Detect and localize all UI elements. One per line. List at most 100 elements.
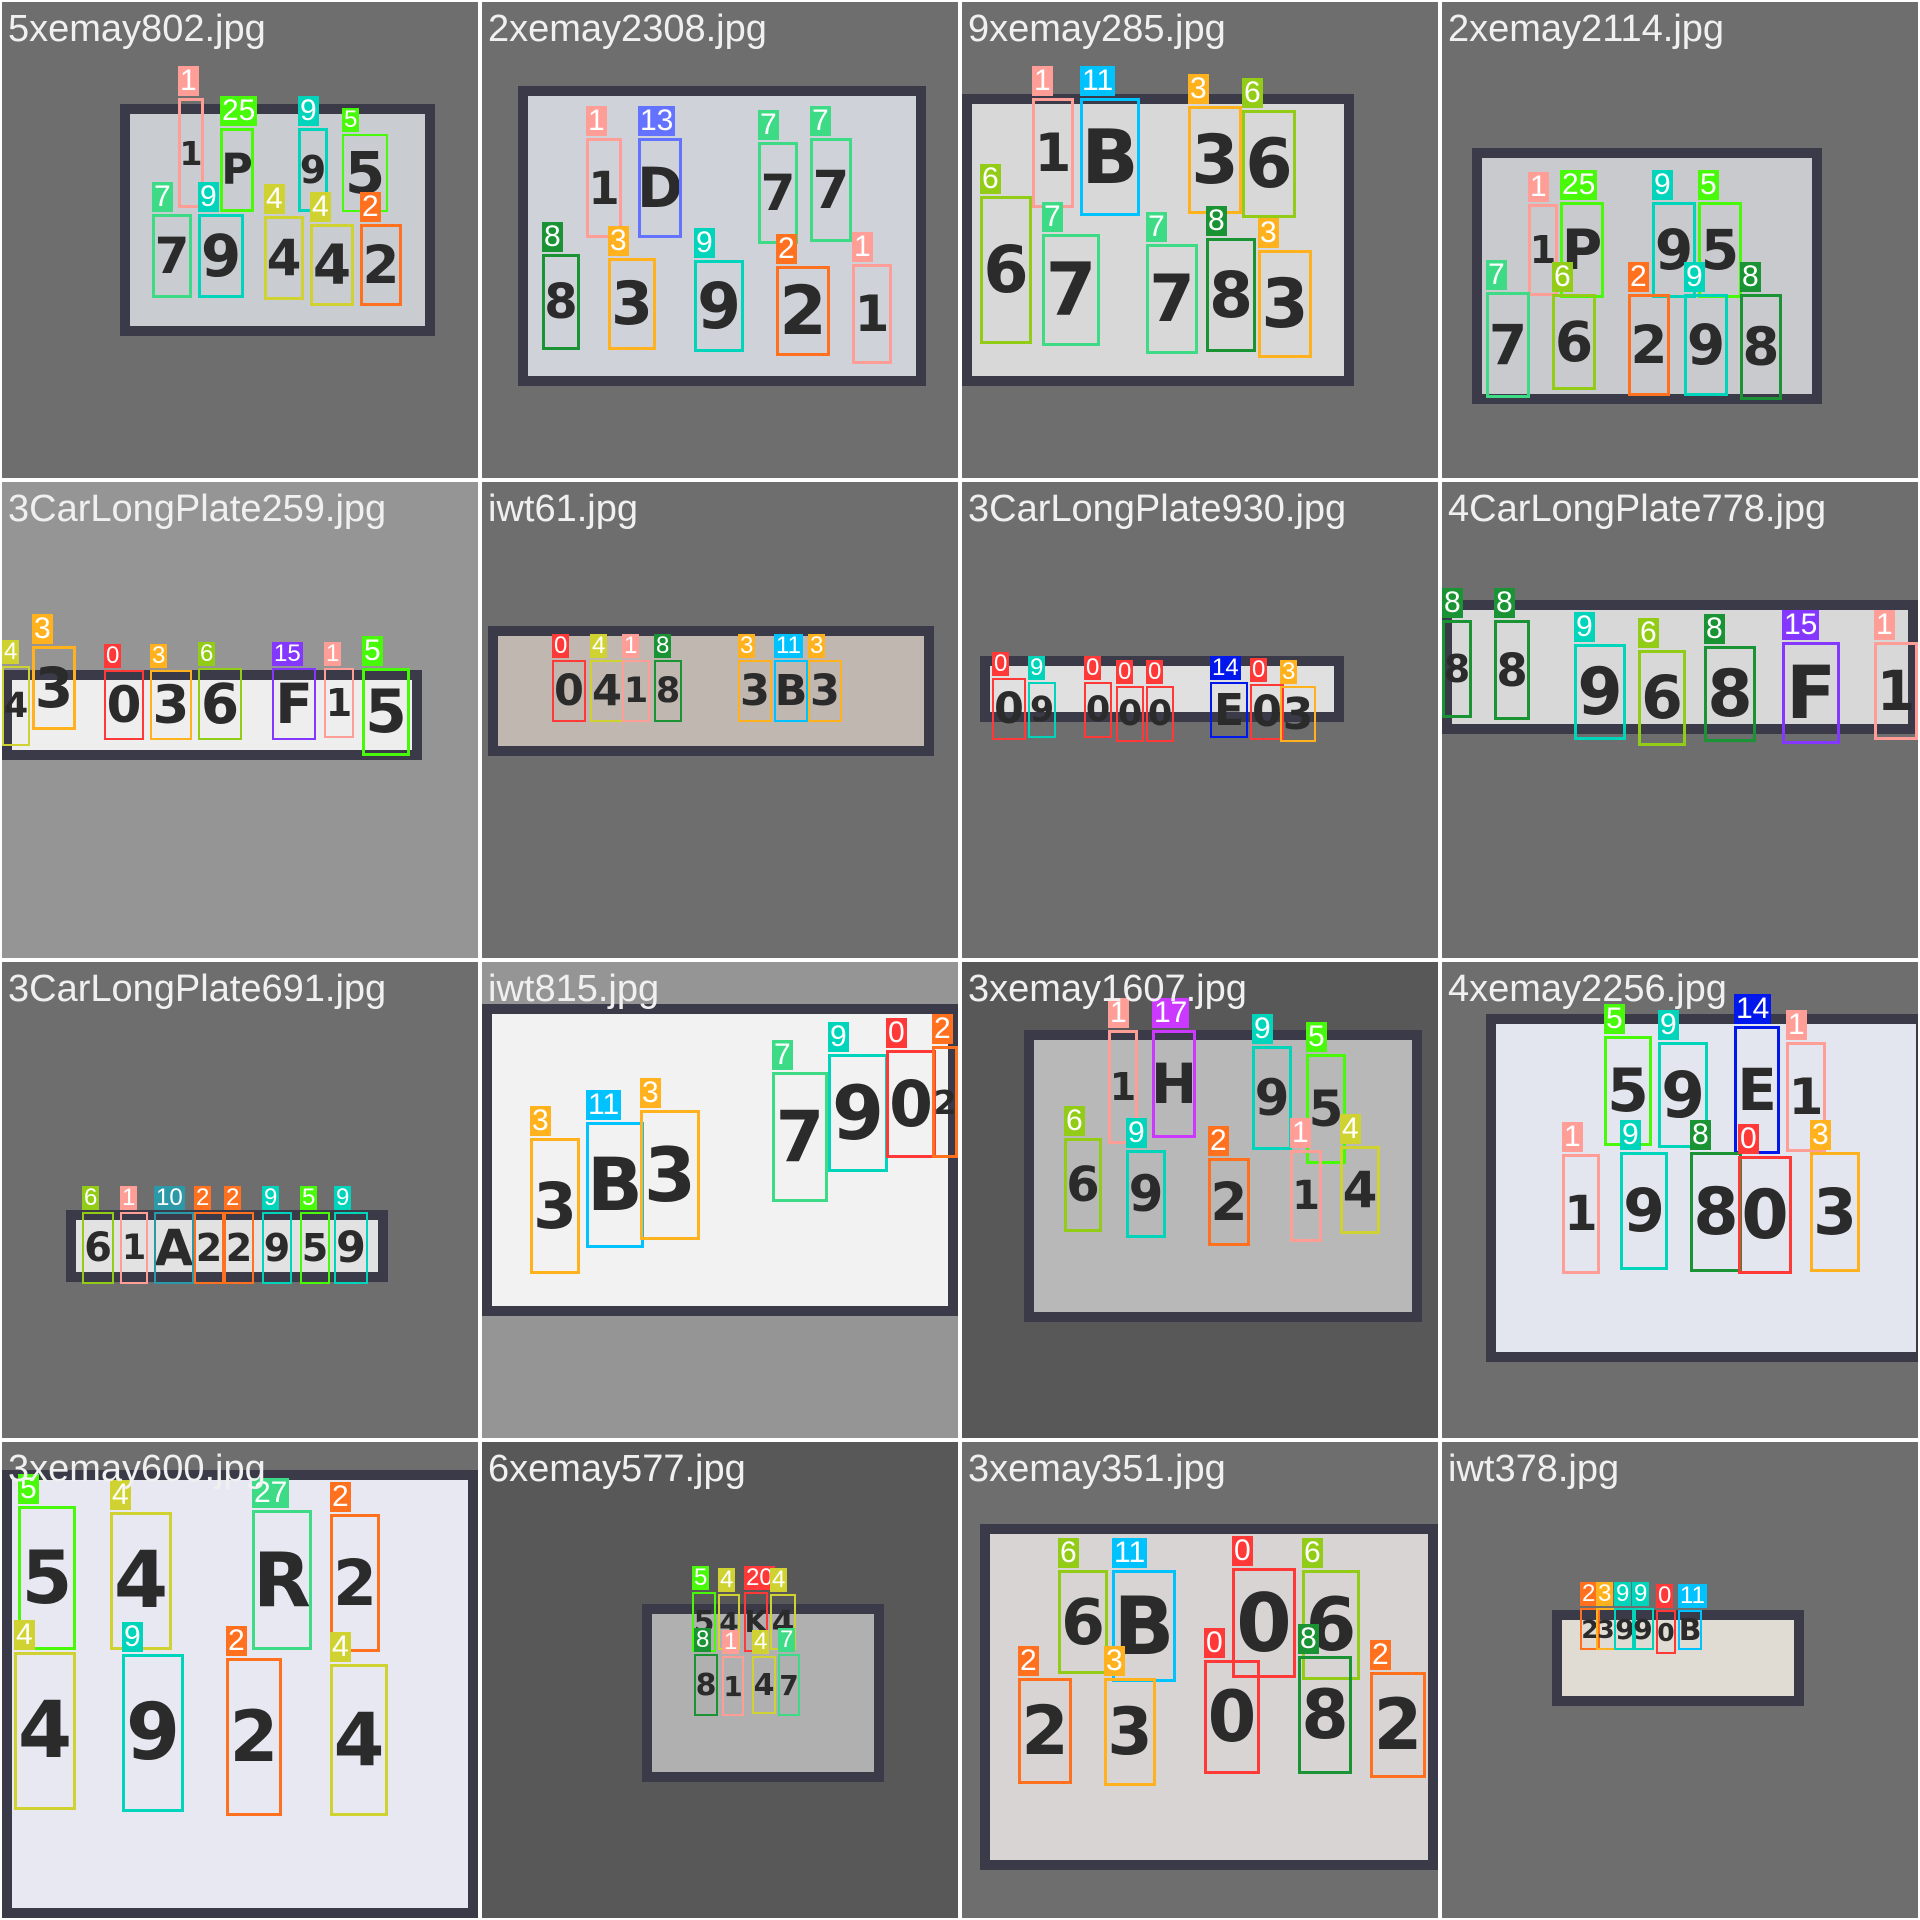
class-label: 2 [1018, 1644, 1039, 1677]
plate-character: B [774, 666, 808, 716]
class-label: 4 [310, 190, 331, 223]
class-label: 5 [1604, 1002, 1625, 1035]
bounding-box [1146, 244, 1198, 354]
bounding-box [1208, 1158, 1250, 1246]
class-label: 17 [1152, 996, 1190, 1029]
plate-character: 7 [775, 1096, 825, 1178]
class-label: 5 [1306, 1020, 1327, 1053]
plate-character: 9 [1577, 654, 1623, 730]
plate-character: 3 [1282, 688, 1314, 740]
class-label: 4 [590, 632, 608, 659]
class-label: 8 [1704, 612, 1725, 645]
class-label: 0 [1250, 656, 1268, 683]
class-label: 9 [1632, 1580, 1650, 1607]
bounding-box [1494, 620, 1530, 720]
bounding-box [18, 1506, 76, 1650]
class-label: 2 [1628, 260, 1649, 293]
class-label: 8 [1494, 586, 1515, 619]
image-tile: 0 0 9 9 0 0 0 0 0 0 E 14 0 0 3 3 3CarLongPlate930.jpg [962, 482, 1438, 958]
bounding-box [1232, 1568, 1296, 1678]
bounding-box [852, 264, 892, 364]
class-label: 7 [772, 1038, 793, 1071]
class-label: 3 [32, 612, 53, 645]
class-label: 9 [1620, 1118, 1641, 1151]
plate-character: 5 [365, 677, 407, 747]
class-label: 2 [360, 190, 381, 223]
bounding-box [1340, 1146, 1380, 1234]
image-filename: 3xemay1607.jpg [968, 968, 1247, 1010]
class-label: 1 [722, 1628, 740, 1655]
plate-character: 8 [1301, 1675, 1349, 1755]
bounding-box [1298, 1656, 1352, 1774]
plate-character: B [1678, 1612, 1702, 1648]
image-filename: 3CarLongPlate259.jpg [8, 488, 387, 530]
image-tile: 2 2 3 3 9 9 9 9 0 0 B 11 iwt378.jpg [1442, 1442, 1918, 1918]
class-label: 0 [1146, 658, 1164, 685]
plate-character: 1 [121, 1228, 147, 1268]
class-label: 7 [758, 108, 779, 141]
bounding-box [1574, 644, 1626, 740]
class-label: 15 [1782, 608, 1820, 641]
class-label: 1 [1032, 64, 1053, 97]
plate-character: 1 [1109, 1065, 1137, 1109]
plate-character: 2 [195, 1226, 223, 1270]
bounding-box [1028, 682, 1056, 738]
plate-character: 1 [723, 1669, 743, 1703]
class-label: 2 [776, 232, 797, 265]
image-tile: 1 1 D 13 7 7 7 7 8 8 3 3 9 9 2 2 1 1 2xemay2308.jpg [482, 2, 958, 478]
class-label: 27 [252, 1476, 290, 1509]
image-tile: 4 4 3 3 0 0 3 3 6 6 F 15 1 1 5 5 3CarLongPlate259.jpg [2, 482, 478, 958]
bounding-box [1782, 642, 1840, 744]
bounding-box [1486, 292, 1530, 398]
image-tile: 6 6 B 11 0 0 6 6 2 2 3 3 0 0 8 8 2 2 3xemay351.jpg [962, 1442, 1438, 1918]
class-label: 2 [1208, 1124, 1229, 1157]
bounding-box [542, 254, 580, 350]
bounding-box [980, 196, 1032, 344]
class-label: 9 [1658, 1008, 1679, 1041]
class-label: 1 [1562, 1120, 1583, 1153]
plate-character: 4 [753, 1667, 775, 1703]
class-label: 15 [272, 640, 303, 667]
class-label: 3 [150, 642, 168, 669]
image-tile: 8 8 8 8 9 9 6 6 8 8 F 15 1 1 4CarLongPlate778.jpg [1442, 482, 1918, 958]
plate-character: 2 [933, 1082, 957, 1122]
bounding-box [738, 660, 772, 722]
image-filename: iwt815.jpg [488, 968, 660, 1010]
bounding-box [1628, 294, 1670, 396]
bounding-box [1596, 1608, 1616, 1650]
plate-character: 9 [299, 148, 327, 192]
bounding-box [1614, 1608, 1636, 1650]
plate-character: 1 [1292, 1173, 1320, 1219]
image-filename: 3CarLongPlate691.jpg [8, 968, 387, 1010]
class-label: 1 [852, 230, 873, 263]
bounding-box [810, 138, 852, 242]
class-label: 8 [542, 220, 563, 253]
plate-character: 8 [1693, 1174, 1739, 1250]
bounding-box [886, 1050, 936, 1158]
class-label: 7 [778, 1626, 796, 1653]
class-label: 3 [530, 1104, 551, 1137]
class-label: 5 [362, 634, 383, 667]
plate-character: 3 [152, 674, 190, 736]
bounding-box [152, 214, 192, 298]
plate-character: B [1081, 113, 1139, 201]
bounding-box [1188, 106, 1242, 214]
plate-character: 3 [34, 656, 74, 720]
bounding-box [1740, 294, 1782, 400]
plate-character: 5 [1607, 1056, 1649, 1126]
plate-character: 0 [554, 666, 584, 716]
bounding-box [262, 1212, 292, 1284]
class-label: 4 [752, 1628, 770, 1655]
plate-character: 4 [3, 686, 29, 726]
image-tile: 5 5 4 4 K 20 4 4 8 8 1 1 4 4 7 7 6xemay577.jpg [482, 1442, 958, 1918]
class-label: 14 [1734, 992, 1772, 1025]
plate-character: 0 [1236, 1576, 1292, 1670]
plate-character: 9 [697, 269, 741, 343]
bounding-box [1652, 202, 1696, 298]
class-label: 6 [198, 640, 216, 667]
bounding-box [1658, 1042, 1708, 1148]
image-filename: 6xemay577.jpg [488, 1448, 746, 1490]
class-label: 5 [300, 1184, 318, 1211]
class-label: 1 [586, 104, 607, 137]
